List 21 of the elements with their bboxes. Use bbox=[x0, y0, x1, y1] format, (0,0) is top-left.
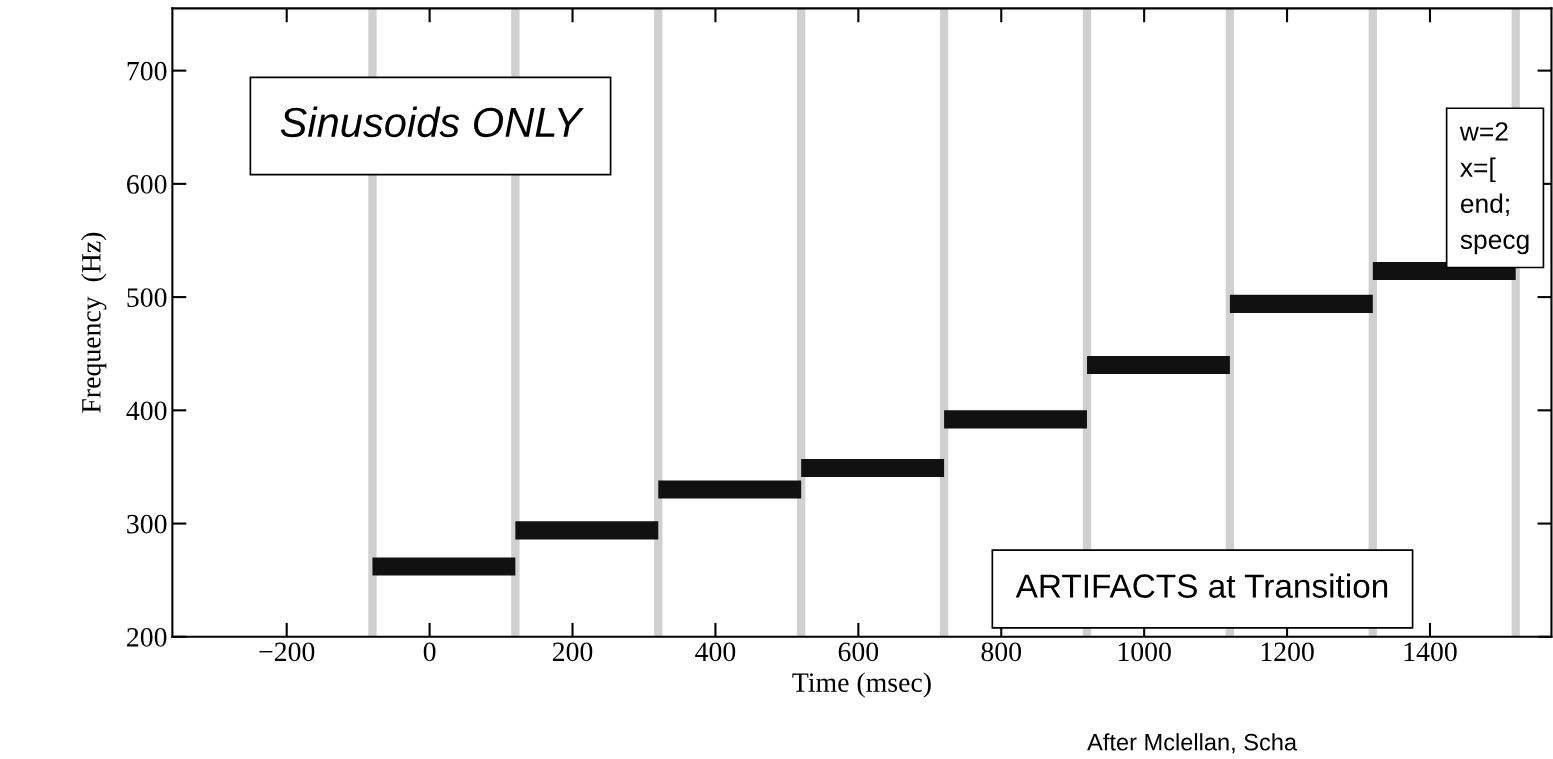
y-tick-label: 600 bbox=[127, 175, 167, 194]
annotation: Sinusoids ONLY bbox=[280, 106, 584, 138]
x-tick-label: 600 bbox=[838, 642, 879, 662]
text: After Mclellan, Scha bbox=[1087, 733, 1298, 754]
x-tick-label: 400 bbox=[695, 642, 736, 662]
y-tick-label: 700 bbox=[127, 61, 167, 81]
x-tick-label: 1200 bbox=[1261, 642, 1314, 662]
y-axis-title: Frequency (Hz) bbox=[81, 232, 107, 413]
x-tick-label: 1400 bbox=[1404, 642, 1457, 662]
x-tick-label: −200 bbox=[259, 642, 315, 662]
y-tick-label: 200 bbox=[127, 627, 167, 647]
y-tick-label: 500 bbox=[127, 288, 167, 308]
x-tick-label: 0 bbox=[423, 642, 436, 662]
x-tick-label: 200 bbox=[552, 642, 593, 662]
y-tick-label: 300 bbox=[127, 514, 167, 534]
annotation: w=2 x=[ end; specg bbox=[1459, 122, 1529, 255]
y-tick-label: 400 bbox=[126, 401, 167, 421]
x-axis-title: Time (msec) bbox=[792, 672, 931, 698]
x-tick-label: 1000 bbox=[1118, 642, 1171, 662]
annotation: ARTIFACTS at Transition bbox=[1015, 573, 1388, 598]
x-tick-label: 800 bbox=[981, 642, 1022, 662]
